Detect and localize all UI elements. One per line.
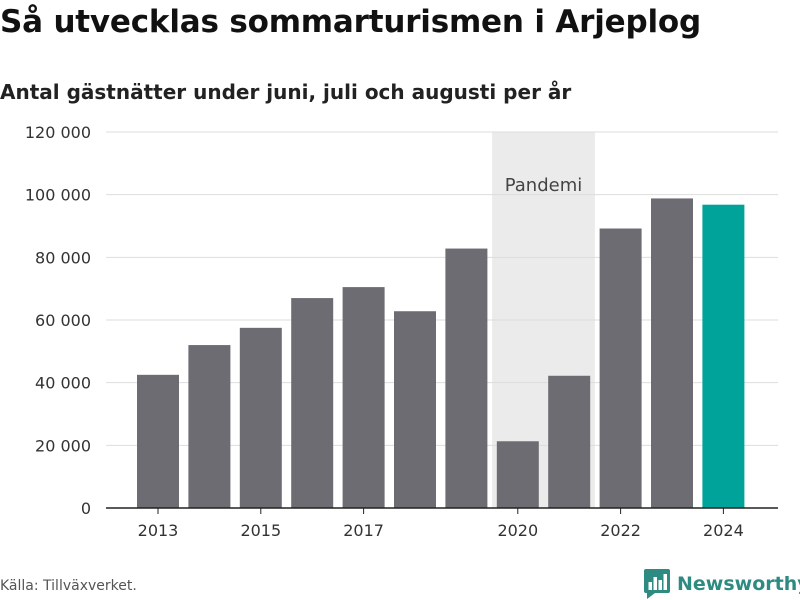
bar-2020 xyxy=(496,441,539,508)
bar-2022 xyxy=(599,228,642,509)
bar-2021 xyxy=(548,375,591,508)
x-tick-label: 2017 xyxy=(343,521,384,540)
bar-2013 xyxy=(137,374,179,508)
x-tick-label: 2013 xyxy=(138,521,179,540)
bar-2015 xyxy=(239,327,282,508)
chart-title: Så utvecklas sommarturismen i Arjeplog xyxy=(0,4,701,40)
bar-2017 xyxy=(342,287,385,508)
y-tick-label: 80 000 xyxy=(35,248,91,267)
bar-chart-logo-icon xyxy=(644,569,670,599)
x-tick-label: 2015 xyxy=(240,521,281,540)
chart-subtitle: Antal gästnätter under juni, juli och au… xyxy=(0,80,572,104)
y-tick-label: 100 000 xyxy=(25,186,91,205)
bar-2014 xyxy=(188,345,231,508)
y-tick-label: 40 000 xyxy=(35,374,91,393)
bar-chart: Pandemi 0 20 000 40 000 60 000 80 000 100 000 1… xyxy=(25,123,778,540)
bar-2016 xyxy=(291,298,334,508)
bar-2019 xyxy=(445,248,488,508)
brand-logo: Newsworthy xyxy=(644,569,800,599)
y-tick-label: 120 000 xyxy=(25,123,91,142)
x-tick-label: 2024 xyxy=(703,521,744,540)
x-tick-label: 2020 xyxy=(497,521,538,540)
bar-2018 xyxy=(394,311,436,508)
bar-2023 xyxy=(651,198,693,508)
brand-name: Newsworthy xyxy=(677,573,800,595)
source-note: Källa: Tillväxverket. xyxy=(0,578,137,594)
x-tick-label: 2022 xyxy=(600,521,641,540)
pandemic-label: Pandemi xyxy=(505,175,583,196)
y-tick-label: 0 xyxy=(81,499,91,518)
y-tick-label: 60 000 xyxy=(35,311,91,330)
y-tick-label: 20 000 xyxy=(35,436,91,455)
bar-2024 xyxy=(702,204,745,508)
